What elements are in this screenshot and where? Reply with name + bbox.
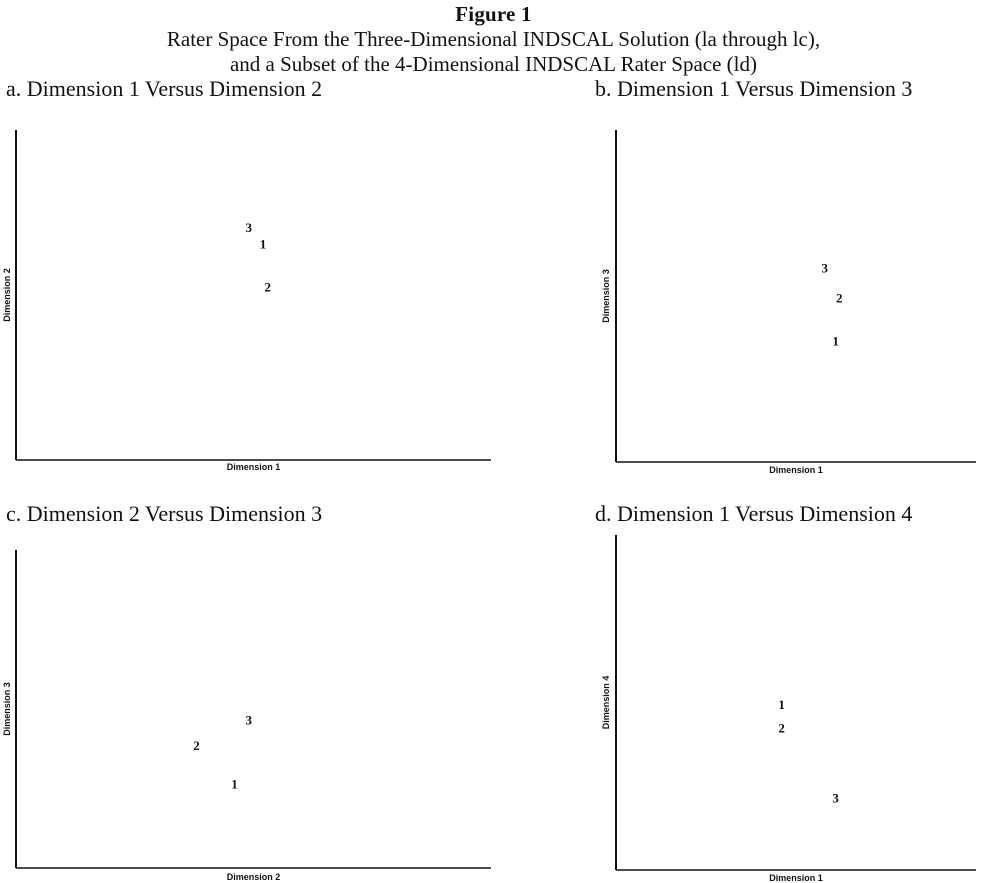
panel-a-point-1: 1 bbox=[260, 236, 267, 251]
panel-c-point-3: 3 bbox=[246, 713, 253, 728]
panel-a-y-axis-label: Dimension 2 bbox=[2, 268, 12, 322]
panel-a-point-3: 3 bbox=[246, 220, 253, 235]
panel-c-y-axis-label: Dimension 3 bbox=[2, 682, 12, 736]
panel-c-point-2: 2 bbox=[193, 738, 200, 753]
panel-c-scatter: Dimension 2 Dimension 3 3 2 1 bbox=[2, 550, 491, 882]
panel-b-point-1: 1 bbox=[832, 333, 839, 348]
panel-d-x-axis-label: Dimension 1 bbox=[769, 873, 823, 883]
panel-d-point-1: 1 bbox=[778, 697, 785, 712]
panel-c-x-axis-label: Dimension 2 bbox=[227, 872, 281, 882]
panel-a-point-2: 2 bbox=[265, 279, 272, 294]
panel-c-point-1: 1 bbox=[231, 776, 238, 791]
panel-b-x-axis-label: Dimension 1 bbox=[769, 465, 823, 475]
panel-d-point-2: 2 bbox=[778, 720, 785, 735]
panel-a-x-axis-label: Dimension 1 bbox=[227, 462, 281, 472]
panel-d-scatter: Dimension 1 Dimension 4 1 2 3 bbox=[601, 535, 976, 883]
panel-d-y-axis-label: Dimension 4 bbox=[601, 676, 611, 730]
panel-a-scatter: Dimension 1 Dimension 2 31 2 bbox=[2, 130, 491, 472]
panel-b-point-3: 3 bbox=[822, 260, 829, 275]
panel-b-scatter: Dimension 1 Dimension 3 32 1 bbox=[601, 130, 976, 475]
panel-b-point-2: 2 bbox=[836, 290, 843, 305]
panel-b-y-axis-label: Dimension 3 bbox=[601, 269, 611, 323]
panel-d-point-3: 3 bbox=[832, 791, 839, 806]
